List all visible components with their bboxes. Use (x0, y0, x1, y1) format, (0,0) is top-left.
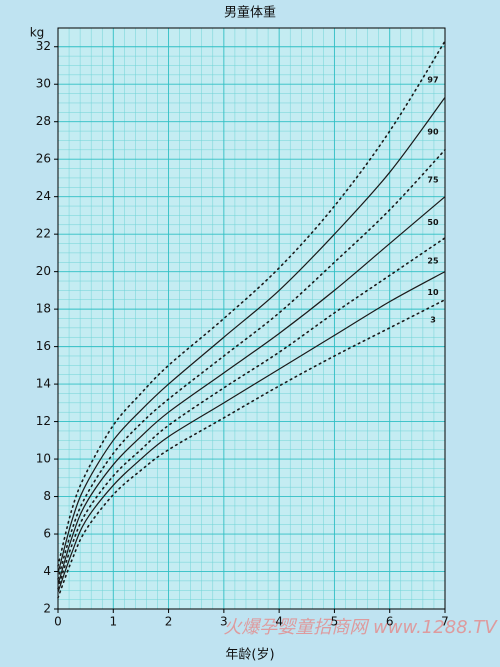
x-tick-label: 0 (54, 615, 62, 629)
y-tick-label: 10 (36, 452, 51, 466)
percentile-curve (57, 196, 446, 586)
percentile-curve (57, 149, 446, 580)
y-tick-label: 20 (36, 264, 51, 278)
percentile-curve (57, 271, 446, 593)
percentile-curve (57, 40, 446, 567)
y-tick-label: 32 (36, 39, 51, 53)
percentile-curve (57, 237, 446, 590)
y-tick-label: 18 (36, 302, 51, 316)
x-tick-label: 2 (165, 615, 173, 629)
y-tick-label: 16 (36, 339, 51, 353)
chart-title: 男童体重 (224, 5, 276, 21)
y-tick-label: 26 (36, 152, 51, 166)
y-tick-label: 2 (43, 602, 51, 616)
y-tick-label: 8 (43, 489, 51, 503)
percentile-curve (57, 96, 446, 574)
percentile-curve (57, 298, 446, 599)
x-tick-label: 5 (331, 615, 339, 629)
x-tick-label: 4 (275, 615, 283, 629)
x-tick-label: 1 (109, 615, 117, 629)
curve-label: 50 (427, 218, 439, 227)
x-tick-label: 6 (386, 615, 394, 629)
y-tick-label: 12 (36, 414, 51, 428)
y-tick-label: 22 (36, 227, 51, 241)
y-tick-label: 28 (36, 114, 51, 128)
curve-label: 3 (430, 316, 436, 325)
y-axis-label: kg (30, 26, 45, 40)
curve-label: 25 (427, 257, 439, 266)
plot-frame (57, 27, 446, 610)
y-tick-label: 6 (43, 527, 51, 541)
curve-label: 97 (427, 76, 438, 85)
y-tick-label: 14 (36, 377, 51, 391)
x-axis-label: 年龄(岁) (225, 648, 274, 663)
x-tick-label: 7 (441, 615, 449, 629)
x-tick-label: 3 (220, 615, 228, 629)
y-tick-label: 4 (43, 564, 51, 578)
y-tick-label: 30 (36, 77, 51, 91)
curve-label: 10 (427, 288, 439, 297)
watermark: 火爆孕婴童招商网 www.1288.TV (223, 617, 498, 638)
curve-label: 75 (427, 175, 439, 184)
y-tick-label: 24 (36, 189, 51, 203)
curve-label: 90 (427, 127, 439, 136)
